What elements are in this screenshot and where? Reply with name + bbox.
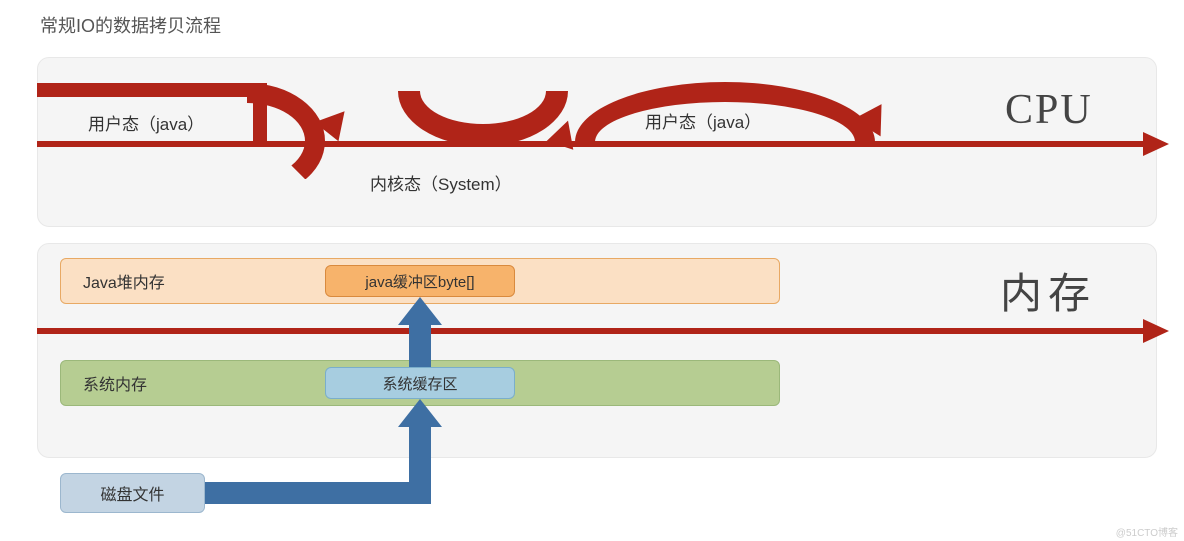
watermark: @51CTO博客: [1116, 524, 1178, 539]
blue-arrow-vertical-2: [409, 325, 431, 367]
memory-timeline-arrowhead: [1143, 319, 1169, 343]
memory-label: 内存: [1000, 260, 1096, 321]
java-buffer-label: java缓冲区byte[]: [365, 271, 474, 292]
java-buffer-box: java缓冲区byte[]: [325, 265, 515, 297]
blue-arrow-vertical-1: [409, 427, 431, 504]
kernel-state-label: 内核态（System）: [370, 170, 512, 195]
disk-file-box: 磁盘文件: [60, 473, 205, 513]
user-band-1: [37, 83, 267, 97]
system-buffer-box: 系统缓存区: [325, 367, 515, 399]
blue-arrowhead-1: [398, 399, 442, 427]
diagram-title: 常规IO的数据拷贝流程: [40, 12, 221, 38]
cpu-label: CPU: [1005, 86, 1093, 134]
system-memory-label: 系统内存: [83, 371, 147, 395]
java-heap-label: Java堆内存: [83, 269, 165, 293]
system-buffer-label: 系统缓存区: [382, 373, 457, 394]
cpu-timeline-arrowhead: [1143, 132, 1169, 156]
blue-arrow-horizontal: [205, 482, 431, 504]
user-state-label-2: 用户态（java）: [645, 108, 761, 133]
blue-arrowhead-2: [398, 297, 442, 325]
user-state-label-1: 用户态（java）: [88, 110, 204, 135]
disk-file-label: 磁盘文件: [100, 481, 164, 505]
memory-timeline: [37, 328, 1147, 334]
